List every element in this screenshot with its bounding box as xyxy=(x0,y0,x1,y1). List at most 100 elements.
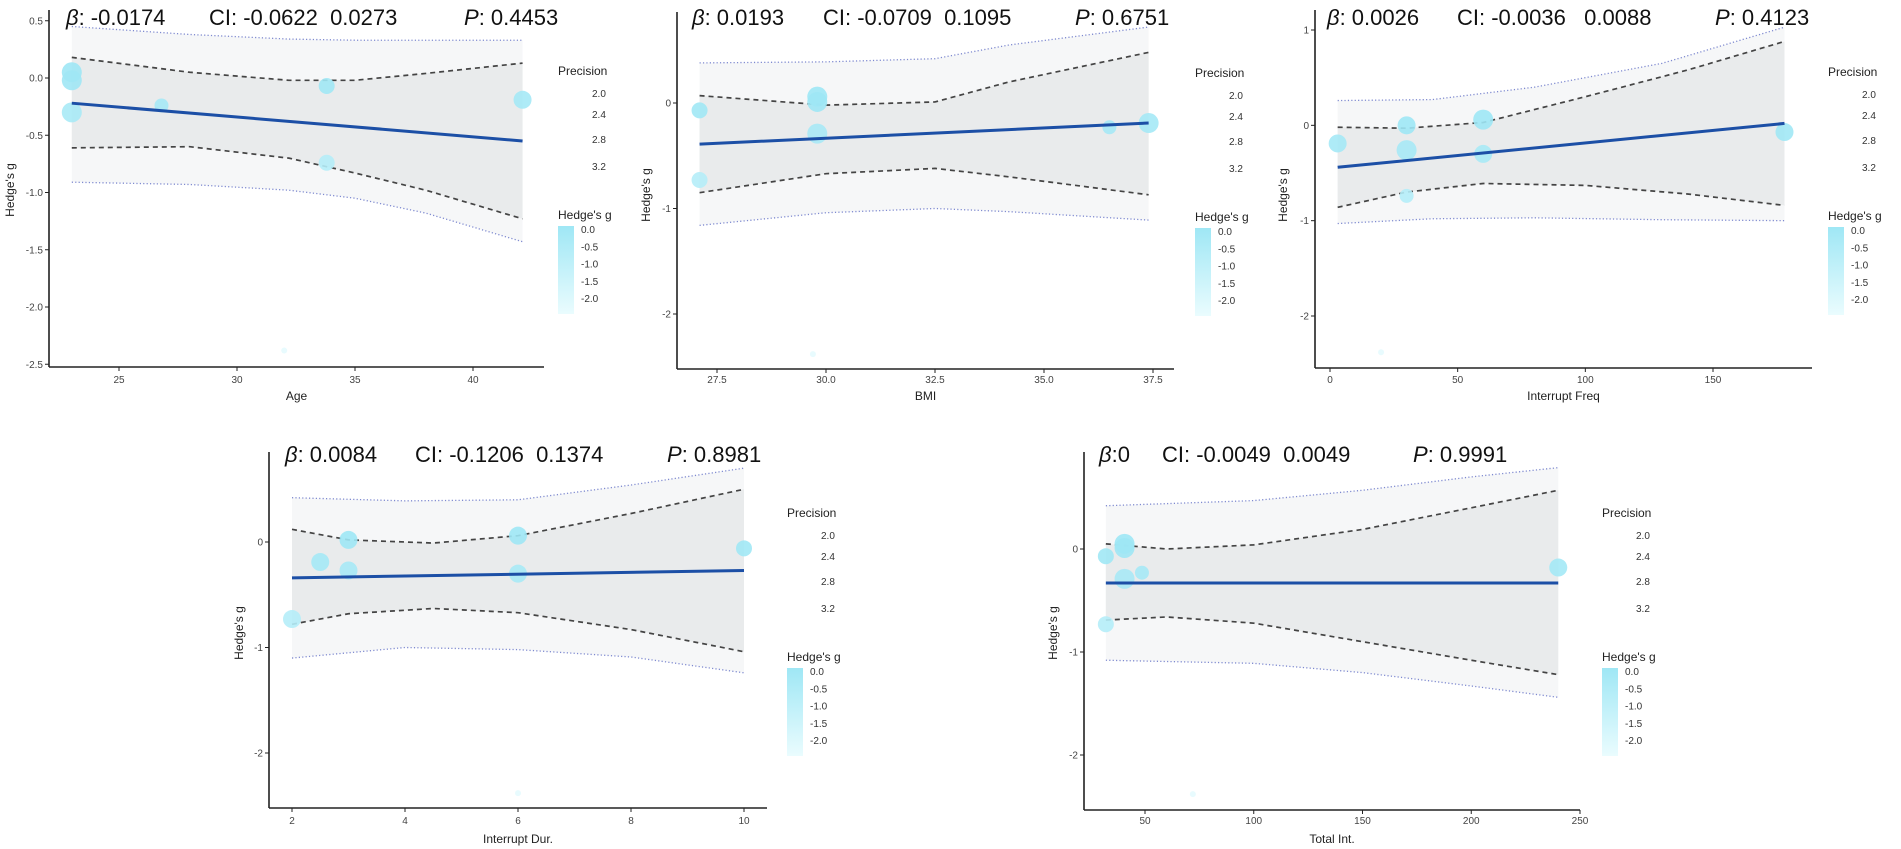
legend-size-break: 2.0 xyxy=(821,531,835,542)
legend-color-break: -1.5 xyxy=(581,277,599,288)
data-point xyxy=(1397,116,1416,135)
legend-color-break: -1.5 xyxy=(1625,719,1643,730)
x-tick-label: 50 xyxy=(1452,375,1464,386)
beta-statistic: β: 0.0026 xyxy=(1326,5,1419,30)
y-tick-label: -1.0 xyxy=(26,188,44,199)
y-tick-label: 0 xyxy=(1072,545,1078,556)
x-tick-label: 10 xyxy=(738,816,750,827)
legend-color-break: -1.0 xyxy=(1625,702,1643,713)
data-point xyxy=(339,530,358,549)
legend-size-title: Precision xyxy=(1828,65,1877,79)
data-point xyxy=(1114,537,1135,558)
prediction-upper-line xyxy=(1337,26,1785,102)
y-axis-title: Hedge's g xyxy=(3,163,17,217)
beta-value: : -0.0174 xyxy=(79,5,166,30)
data-point xyxy=(807,91,828,112)
x-tick-label: 0 xyxy=(1327,375,1333,386)
legend-color-break: 0.0 xyxy=(1625,667,1639,678)
x-tick-label: 200 xyxy=(1463,816,1480,827)
legend-size-break: 3.2 xyxy=(592,162,606,173)
data-point xyxy=(1102,120,1117,135)
y-tick-label: -0.5 xyxy=(26,131,44,142)
data-point xyxy=(61,102,82,123)
p-value-number: : 0.4453 xyxy=(479,5,559,30)
legend-size-title: Precision xyxy=(787,506,836,520)
legend-size-break: 2.4 xyxy=(821,552,835,563)
beta-statistic: β: 0.0084 xyxy=(284,442,377,467)
data-point xyxy=(513,90,532,109)
ci-lower-line xyxy=(291,607,745,653)
legend: Precision 2.0 2.4 2.8 3.2 Hedge's g 0.0 -0.5 -1.… xyxy=(1602,506,1656,756)
legend-color-break: -2.0 xyxy=(1218,296,1236,307)
data-point xyxy=(807,123,828,144)
beta-statistic: β:0 xyxy=(1098,442,1130,467)
confidence-interval: CI: -0.0049 0.0049 xyxy=(1162,442,1350,467)
data-point xyxy=(318,78,335,95)
y-axis-title: Hedge's g xyxy=(232,606,246,660)
confidence-band xyxy=(699,52,1149,195)
data-point xyxy=(809,351,816,358)
legend-color-break: -2.0 xyxy=(1625,736,1643,747)
y-tick-label: -1 xyxy=(662,204,671,215)
x-tick-label: 40 xyxy=(467,375,479,386)
legend: Precision 2.0 2.4 2.8 3.2 Hedge's g 0.0 -0.5 -1.… xyxy=(1195,66,1249,316)
x-tick-label: 50 xyxy=(1139,816,1151,827)
panel-interrupt-dur: 0 -1 -2 2 4 6 8 10 Interrupt Dur. Hedge's g β: 0.0… xyxy=(232,442,841,846)
p-value-number: : 0.6751 xyxy=(1090,5,1170,30)
legend-size-break: 3.2 xyxy=(1636,604,1650,615)
legend: Precision 2.0 2.4 2.8 3.2 Hedge's g 0.0 -0.5 -1.… xyxy=(558,64,612,314)
legend-size-title: Precision xyxy=(1195,66,1244,80)
x-axis-title: Interrupt Dur. xyxy=(483,832,553,846)
legend: Precision 2.0 2.4 2.8 3.2 Hedge's g 0.0 -0.5 -1.… xyxy=(787,506,841,756)
beta-symbol: β xyxy=(691,5,705,30)
p-value-number: : 0.8981 xyxy=(682,442,762,467)
legend-size-break: 2.0 xyxy=(1636,531,1650,542)
y-axis-title: Hedge's g xyxy=(1046,606,1060,660)
p-value-number: : 0.4123 xyxy=(1730,5,1810,30)
y-tick-label: 1 xyxy=(1303,26,1309,37)
legend-size-break: 2.8 xyxy=(1862,136,1876,147)
y-tick-label: -1 xyxy=(1300,216,1309,227)
x-tick-label: 35 xyxy=(349,375,361,386)
legend-size-break: 2.0 xyxy=(1862,90,1876,101)
legend-color-break: 0.0 xyxy=(581,225,595,236)
beta-symbol: β xyxy=(1098,442,1112,467)
confidence-interval: CI: -0.0036 0.0088 xyxy=(1457,5,1651,30)
y-tick-label: 0 xyxy=(665,99,671,110)
legend-size-break: 2.8 xyxy=(592,135,606,146)
data-point xyxy=(311,553,330,572)
legend-size-break: 3.2 xyxy=(1229,164,1243,175)
data-point xyxy=(736,540,752,557)
data-point xyxy=(339,561,358,580)
legend-color-break: 0.0 xyxy=(810,667,824,678)
y-axis-title: Hedge's g xyxy=(1276,168,1290,222)
legend-colorbar xyxy=(1195,228,1211,316)
legend-color-break: -0.5 xyxy=(1218,244,1236,255)
x-tick-label: 32.5 xyxy=(925,375,945,386)
data-point xyxy=(283,610,301,629)
ci-upper-line xyxy=(71,56,523,82)
data-point xyxy=(1134,565,1149,580)
x-tick-label: 27.5 xyxy=(707,375,727,386)
data-point xyxy=(1775,123,1794,142)
legend-color-break: -1.0 xyxy=(810,702,828,713)
legend-colorbar xyxy=(1828,227,1844,315)
legend-colorbar xyxy=(1602,668,1618,756)
p-symbol: P xyxy=(1075,5,1090,30)
data-point xyxy=(1189,791,1196,798)
legend-size-break: 3.2 xyxy=(1862,163,1876,174)
y-tick-label: -2 xyxy=(662,310,671,321)
x-axis-title: BMI xyxy=(915,389,936,403)
data-point xyxy=(281,347,288,354)
legend-color-break: -1.0 xyxy=(581,260,599,271)
beta-symbol: β xyxy=(65,5,79,30)
beta-value: : 0.0084 xyxy=(298,442,378,467)
legend-color-break: -0.5 xyxy=(1625,684,1643,695)
beta-value: : 0.0193 xyxy=(705,5,785,30)
x-tick-label: 250 xyxy=(1572,816,1589,827)
data-point xyxy=(1097,548,1114,565)
prediction-upper-line xyxy=(699,26,1149,64)
p-value: P: 0.4453 xyxy=(464,5,558,30)
x-tick-label: 6 xyxy=(515,816,521,827)
legend-size-break: 2.0 xyxy=(1229,91,1243,102)
